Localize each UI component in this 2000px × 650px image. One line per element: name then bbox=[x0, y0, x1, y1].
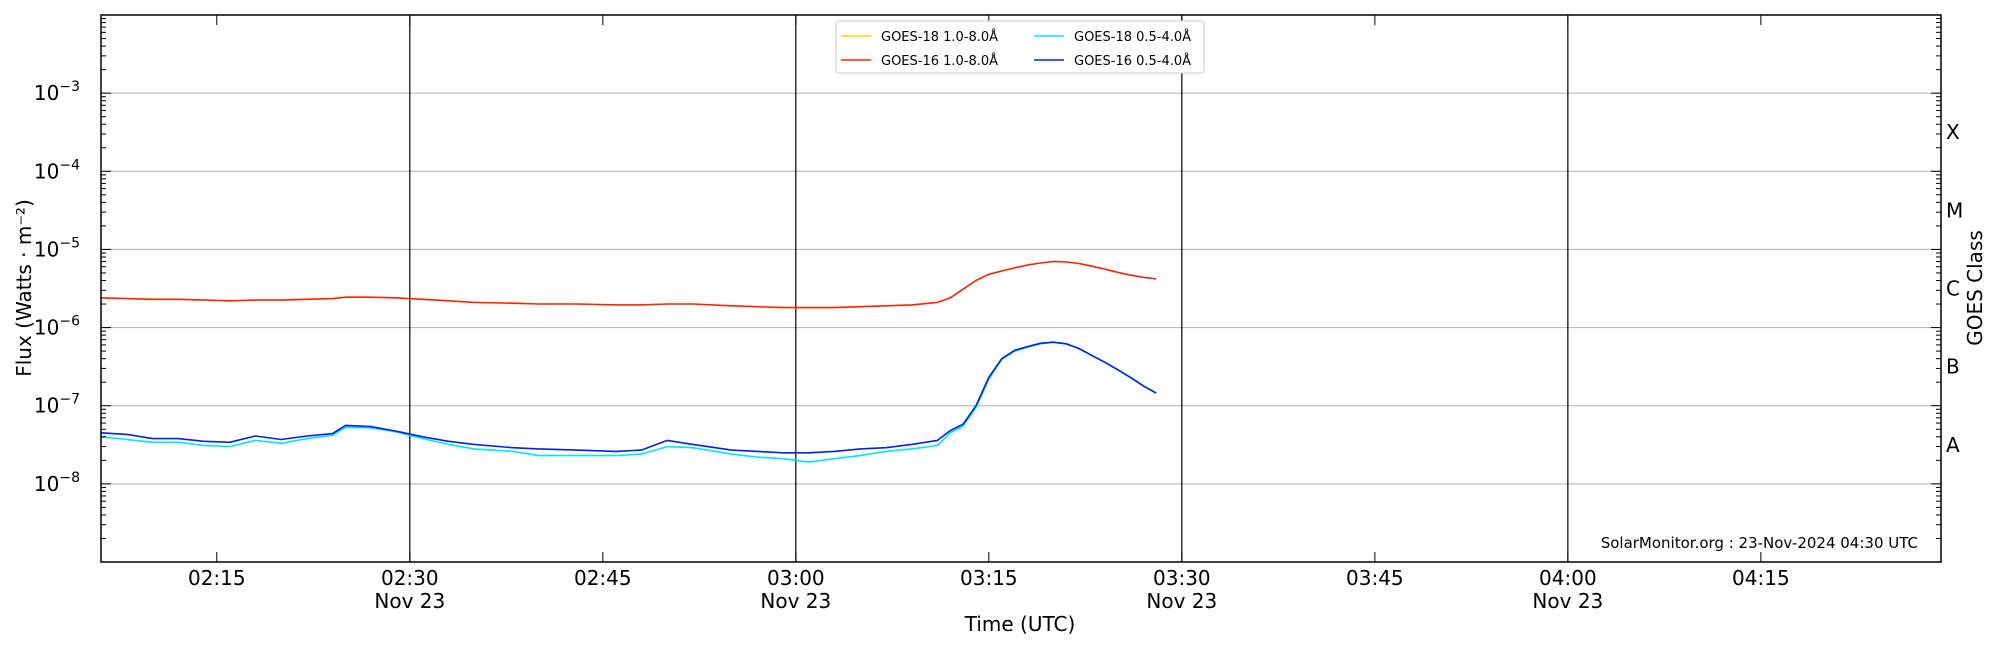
y-tick-label: 10−5 bbox=[34, 235, 80, 261]
y-tick-label: 10−4 bbox=[34, 157, 80, 183]
x-tick-label: 03:30 bbox=[1153, 566, 1211, 590]
x-tick-label: 02:15 bbox=[188, 566, 246, 590]
x-tick-label: 03:00 bbox=[767, 566, 825, 590]
legend-label-goes18-short: GOES-18 0.5-4.0Å bbox=[1074, 29, 1191, 45]
x-tick-date-label: Nov 23 bbox=[1146, 589, 1217, 613]
grid-layer bbox=[101, 92, 1941, 485]
y-tick-label: 10−8 bbox=[34, 470, 80, 496]
goes-class-label: X bbox=[1946, 120, 1960, 144]
legend-label-goes18-long: GOES-18 1.0-8.0Å bbox=[881, 29, 998, 45]
goes-class-labels: A B C M X bbox=[1946, 120, 1963, 457]
x-tick-label: 03:15 bbox=[960, 566, 1018, 590]
x-tick-label: 02:45 bbox=[574, 566, 632, 590]
legend: GOES-18 1.0-8.0Å GOES-16 1.0-8.0Å GOES-1… bbox=[835, 20, 1205, 74]
x-tick-label: 03:45 bbox=[1346, 566, 1404, 590]
y-tick-label: 10−6 bbox=[34, 314, 80, 340]
vertical-day-lines bbox=[409, 15, 1569, 562]
y-tick-label: 10−7 bbox=[34, 392, 80, 418]
series-line-3 bbox=[100, 341, 1157, 454]
x-tick-date-label: Nov 23 bbox=[760, 589, 831, 613]
x-tick-label: 04:00 bbox=[1539, 566, 1597, 590]
goes-class-label: M bbox=[1946, 198, 1963, 222]
goes-class-label: B bbox=[1946, 355, 1960, 379]
legend-label-goes16-short: GOES-16 0.5-4.0Å bbox=[1074, 53, 1191, 69]
y-axis-title: Flux (Watts · m⁻²) bbox=[12, 199, 36, 377]
x-tick-date-label: Nov 23 bbox=[374, 589, 445, 613]
x-tick-label: 04:15 bbox=[1732, 566, 1790, 590]
goes-class-label: A bbox=[1946, 433, 1960, 457]
x-tick-date-label: Nov 23 bbox=[1532, 589, 1603, 613]
y-tick-label: 10−3 bbox=[34, 79, 80, 105]
legend-label-goes16-long: GOES-16 1.0-8.0Å bbox=[881, 53, 998, 69]
series-layer bbox=[100, 260, 1157, 463]
right-axis-title: GOES Class bbox=[1963, 230, 1987, 346]
series-line-1 bbox=[100, 260, 1157, 309]
legend-box bbox=[835, 20, 1205, 74]
credit-annotation: SolarMonitor.org : 23-Nov-2024 04:30 UTC bbox=[1601, 534, 1918, 552]
x-tick-label: 02:30 bbox=[381, 566, 439, 590]
goes-class-label: C bbox=[1946, 277, 1960, 301]
x-axis-title: Time (UTC) bbox=[964, 612, 1076, 636]
plot-frame bbox=[100, 14, 1942, 563]
